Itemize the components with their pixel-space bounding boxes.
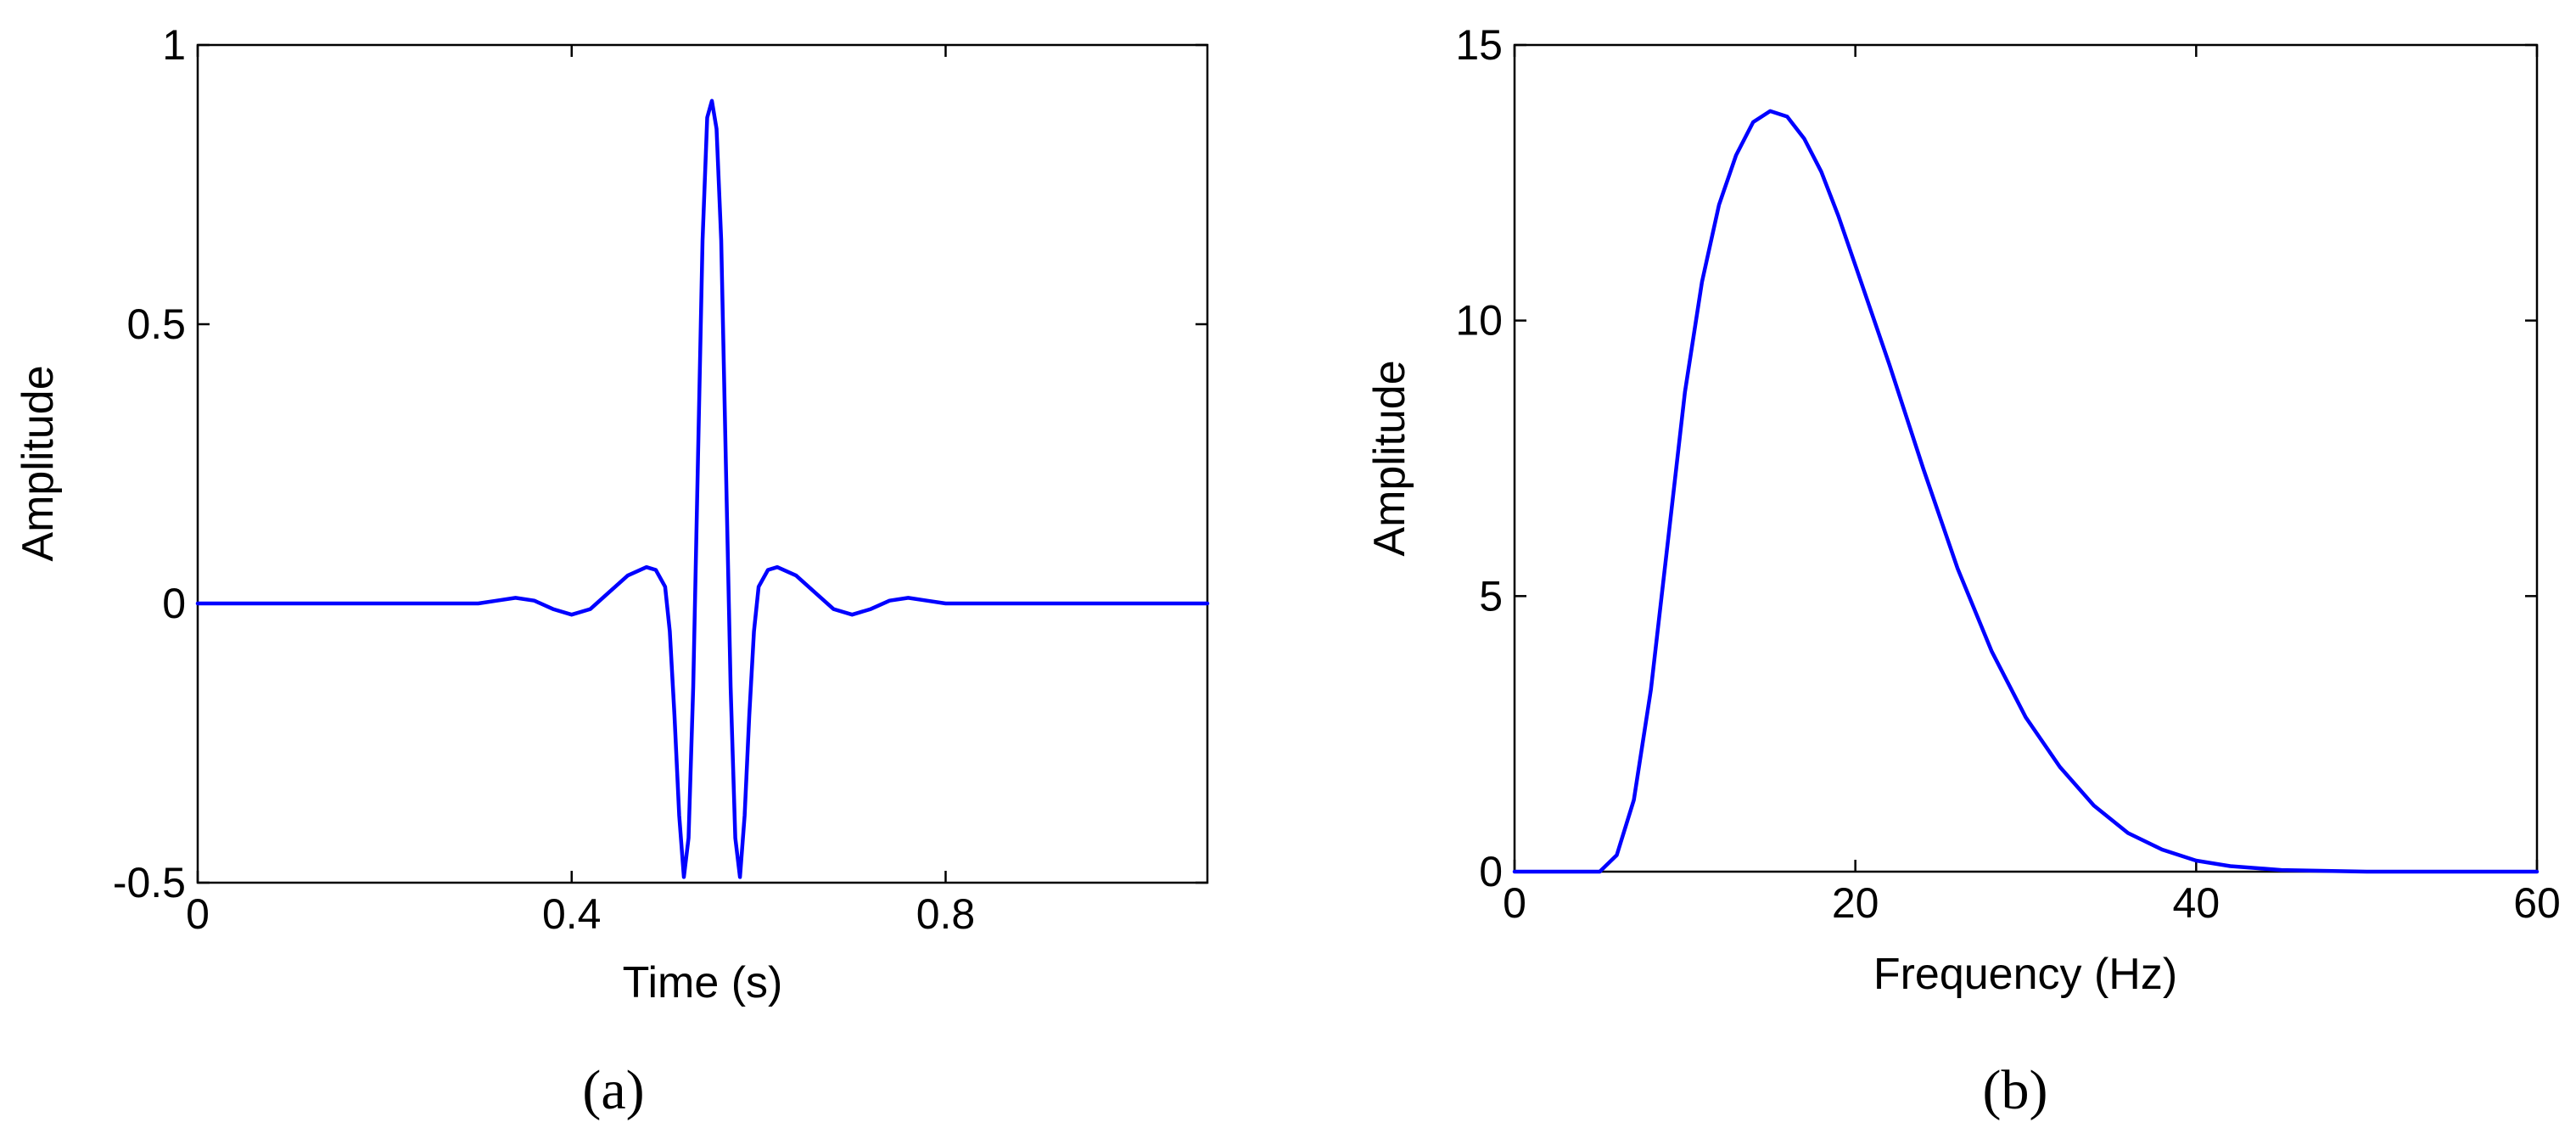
series-line [1512,109,2540,874]
plot-frame [1513,43,2539,873]
y-tick-label: 10 [1455,297,1503,345]
y-tick-label: 5 [1479,572,1503,620]
x-tick-label: 0 [186,890,210,938]
y-tick-label: -0.5 [113,859,186,906]
y-axis-label: Amplitude [14,365,63,561]
x-tick-label: 40 [2173,879,2220,927]
y-tick-label: 15 [1455,21,1503,69]
plot-frame [196,43,1209,884]
y-tick-label: 0 [1479,848,1503,895]
panel-label: (a) [582,1059,644,1121]
y-tick-label: 0 [162,580,186,627]
x-tick-label: 20 [1832,879,1879,927]
panel-label: (b) [1983,1059,2048,1121]
x-tick-label: 0 [1503,879,1526,927]
x-axis-label: Frequency (Hz) [1873,950,2177,999]
x-axis-label: Time (s) [623,958,783,1007]
chart-panel-b: 0 20 40 60 0 5 10 15 Frequency (Hz) Amplitude (… [1365,21,2561,1121]
x-tick-label: 60 [2513,879,2561,927]
series-line [195,98,1210,879]
x-tick-label: 0.8 [916,890,976,938]
chart-panel-a: 0 0.4 0.8-0.500.51 Time (s) Amplitude (a) [14,21,1210,1121]
y-tick-label: 0.5 [126,300,186,348]
y-axis-label: Amplitude [1365,360,1414,556]
x-tick-label: 0.4 [542,890,602,938]
y-tick-label: 1 [162,21,186,69]
